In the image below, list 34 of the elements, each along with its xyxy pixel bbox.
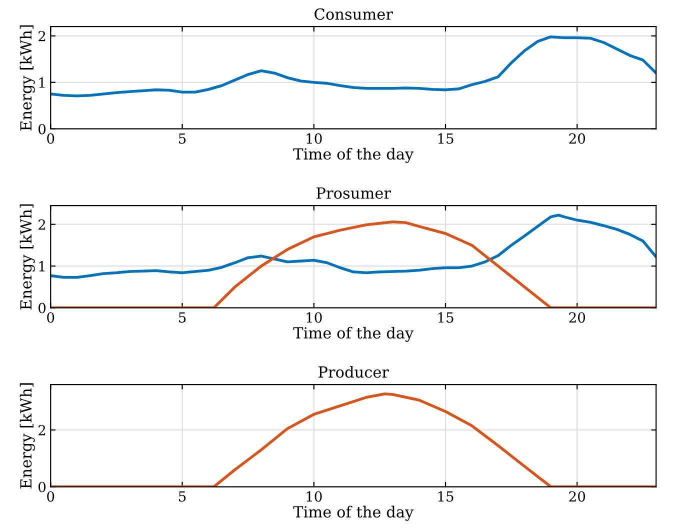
y-tick-label: 0 (38, 124, 46, 134)
x-axis-title: Time of the day (293, 148, 414, 163)
line-series (50, 214, 656, 279)
x-tick-label: 15 (438, 133, 454, 144)
x-axis-title: Time of the day (293, 326, 414, 342)
x-tick-label: 5 (179, 491, 186, 502)
y-tick-label: 0 (38, 482, 46, 492)
chart-title: Producer (318, 366, 390, 378)
x-tick-label: 10 (306, 312, 322, 323)
y-tick-label: 2 (38, 219, 46, 230)
x-tick-label: 20 (569, 312, 586, 323)
y-tick-label: 1 (39, 77, 44, 88)
x-tick-label: 20 (569, 133, 586, 144)
x-tick-label: 5 (179, 312, 186, 323)
x-tick-label: 0 (47, 312, 54, 323)
x-tick-label: 15 (438, 491, 454, 502)
x-tick-label: 5 (179, 133, 186, 144)
x-tick-label: 20 (569, 491, 586, 502)
y-tick-label: 2 (38, 30, 46, 42)
y-tick-label: 1 (39, 261, 44, 272)
y-tick-label: 2 (38, 424, 46, 436)
y-axis-title: Energy [kWh] (20, 25, 35, 131)
line-series (50, 35, 656, 98)
x-tick-label: 10 (306, 491, 322, 502)
x-tick-label: 0 (47, 491, 54, 502)
x-tick-label: 15 (438, 312, 454, 323)
y-axis-title: Energy [kWh] (20, 383, 35, 488)
chart-title: Consumer (314, 8, 393, 20)
x-tick-label: 0 (47, 133, 54, 144)
chart-title: Prosumer (316, 187, 392, 199)
x-axis-title: Time of the day (293, 506, 414, 521)
y-tick-label: 0 (38, 302, 46, 314)
y-axis-title: Energy [kWh] (20, 204, 35, 310)
x-tick-label: 10 (306, 133, 322, 144)
